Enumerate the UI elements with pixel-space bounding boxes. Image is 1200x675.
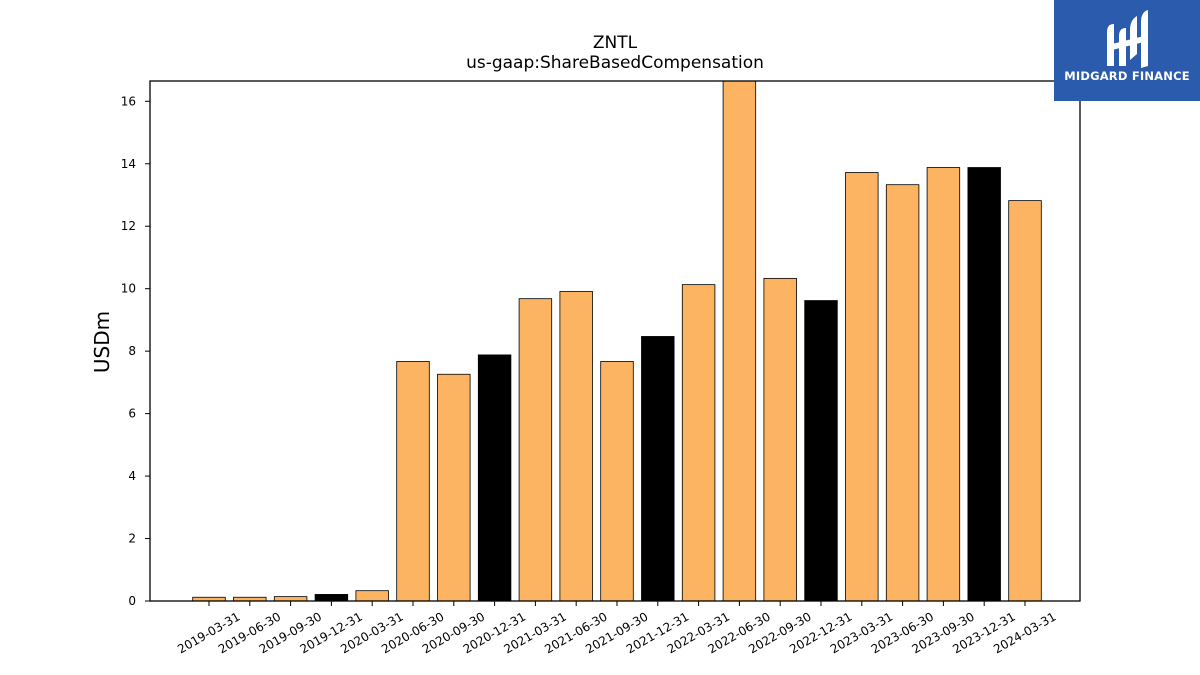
bar-2024-03-31	[1008, 200, 1042, 602]
y-tick-label: 12	[121, 219, 136, 233]
midgard-finance-logo: MIDGARD FINANCE	[1054, 0, 1200, 101]
bar-2020-06-30	[396, 361, 430, 602]
chart-subtitle: us-gaap:ShareBasedCompensation	[466, 53, 764, 73]
bar-2020-12-31	[477, 354, 512, 602]
bar-2022-09-30	[763, 277, 797, 602]
y-tick-label: 10	[121, 282, 136, 296]
bar-2022-03-31	[681, 284, 716, 602]
logo-text: MIDGARD FINANCE	[1064, 69, 1190, 83]
x-axis: 2019-03-312019-06-302019-09-302019-12-31…	[175, 601, 1059, 656]
y-axis: 0 2 4 6 8 10 12 14 16	[121, 94, 150, 608]
bars-group	[192, 80, 1042, 602]
bar-2021-06-30	[559, 291, 593, 602]
midgard-m-icon	[1107, 10, 1148, 68]
chart-title: ZNTL	[593, 33, 638, 53]
y-axis-label: USDm	[90, 311, 114, 373]
y-tick-label: 16	[121, 94, 136, 108]
bar-2020-03-31	[355, 590, 389, 602]
bar-2022-06-30	[722, 80, 757, 602]
bar-2023-06-30	[885, 184, 920, 602]
bar-2021-03-31	[518, 298, 553, 602]
bar-2023-03-31	[845, 172, 879, 602]
bar-2022-12-31	[804, 300, 838, 602]
y-tick-label: 14	[121, 157, 136, 171]
plot-frame	[149, 80, 1081, 602]
y-tick-label: 2	[128, 532, 136, 546]
bar-2020-09-30	[437, 373, 471, 602]
bar-2019-12-31	[314, 594, 349, 602]
y-tick-label: 4	[128, 469, 136, 483]
bar-2023-12-31	[967, 167, 1001, 602]
bar-2021-12-31	[641, 336, 675, 602]
bar-2019-09-30	[273, 596, 308, 602]
bar-2023-09-30	[926, 167, 961, 602]
y-tick-label: 0	[128, 594, 136, 608]
bar-2021-09-30	[600, 361, 634, 602]
y-tick-label: 6	[128, 407, 136, 421]
y-tick-label: 8	[128, 344, 136, 358]
